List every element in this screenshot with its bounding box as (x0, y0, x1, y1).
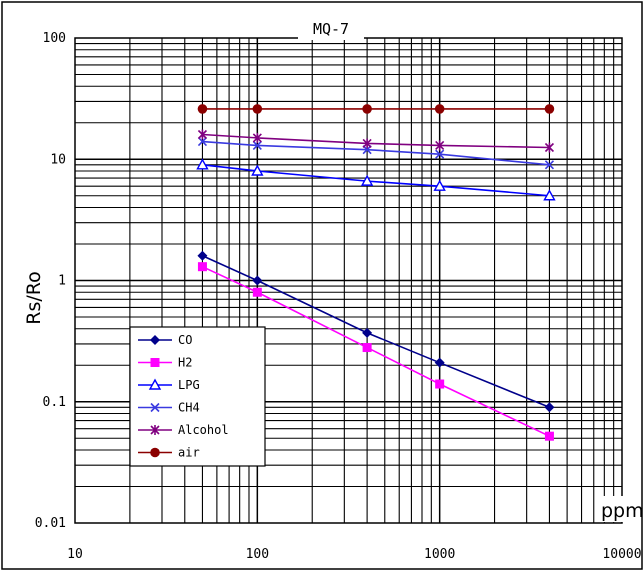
x-tick-label: 10000 (602, 547, 641, 562)
legend-item-lpg: LPG (138, 378, 200, 392)
x-axis-label-background (600, 496, 640, 522)
x-axis-label: ppm (601, 500, 644, 522)
legend-label: H2 (178, 356, 192, 370)
series-ch4 (197, 136, 555, 170)
legend-item-co: CO (138, 333, 192, 347)
legend-item-h2: H2 (138, 356, 192, 370)
series-co (197, 250, 555, 413)
x-tick-label: 10 (67, 547, 83, 562)
legend-item-alcohol: Alcohol (138, 423, 229, 437)
data-point-air (197, 104, 208, 114)
legend-marker (150, 335, 160, 345)
data-point-ch4 (197, 136, 208, 147)
data-point-ch4 (544, 160, 555, 170)
data-point-co (252, 275, 263, 286)
data-point-co (362, 327, 373, 338)
y-tick-label: 0.1 (43, 395, 66, 410)
data-point-h2 (435, 379, 445, 389)
y-tick-label: 1 (58, 274, 66, 289)
legend-box (129, 326, 266, 467)
y-tick-label: 0.01 (35, 516, 66, 531)
legend-marker (150, 425, 160, 435)
legend-label: CO (178, 333, 192, 347)
series-h2 (197, 262, 554, 441)
data-point-alcohol (362, 138, 372, 149)
x-tick-label: 100 (246, 547, 269, 562)
title-background (298, 22, 364, 40)
data-point-alcohol (435, 140, 445, 151)
data-point-h2 (362, 343, 372, 353)
x-tick-label: 1000 (424, 547, 455, 562)
data-point-air (362, 104, 372, 114)
data-point-air (544, 104, 555, 114)
data-point-alcohol (544, 142, 555, 153)
legend-label: LPG (178, 378, 200, 392)
data-point-h2 (544, 431, 554, 441)
legend: CO H2 LPG CH4 Alcohol air (129, 326, 266, 467)
tick-labels: 10 100 1000 10000 0.01 0.1 1 10 100 (35, 31, 642, 562)
data-point-h2 (252, 287, 262, 297)
data-point-ch4 (435, 149, 445, 159)
series-layer (196, 104, 556, 441)
data-point-lpg (251, 164, 264, 176)
data-point-alcohol (197, 129, 208, 140)
legend-item-ch4: CH4 (138, 401, 200, 415)
legend-marker (150, 402, 160, 413)
legend-label: air (178, 446, 200, 460)
data-point-ch4 (252, 140, 262, 150)
data-point-co (544, 402, 555, 413)
data-point-co (197, 250, 208, 261)
data-point-air (252, 104, 263, 114)
series-air (197, 104, 555, 114)
data-point-alcohol (252, 132, 262, 143)
legend-marker (150, 447, 160, 458)
data-point-lpg (543, 189, 556, 201)
y-tick-label: 100 (43, 31, 66, 46)
legend-marker (150, 358, 160, 367)
y-tick-label: 10 (50, 152, 66, 167)
legend-item-air: air (138, 446, 200, 460)
series-alcohol (197, 129, 555, 153)
data-point-lpg (433, 179, 446, 191)
data-point-air (434, 104, 445, 114)
legend-marker (148, 378, 162, 390)
data-point-co (434, 357, 445, 368)
chart-title: MQ-7 (313, 20, 349, 38)
series-lpg (196, 158, 556, 201)
legend-label: CH4 (178, 401, 200, 415)
y-axis-label: Rs/Ro (23, 271, 45, 324)
data-point-h2 (197, 262, 207, 272)
data-point-lpg (360, 174, 374, 186)
legend-label: Alcohol (178, 423, 229, 437)
data-point-lpg (196, 158, 209, 170)
